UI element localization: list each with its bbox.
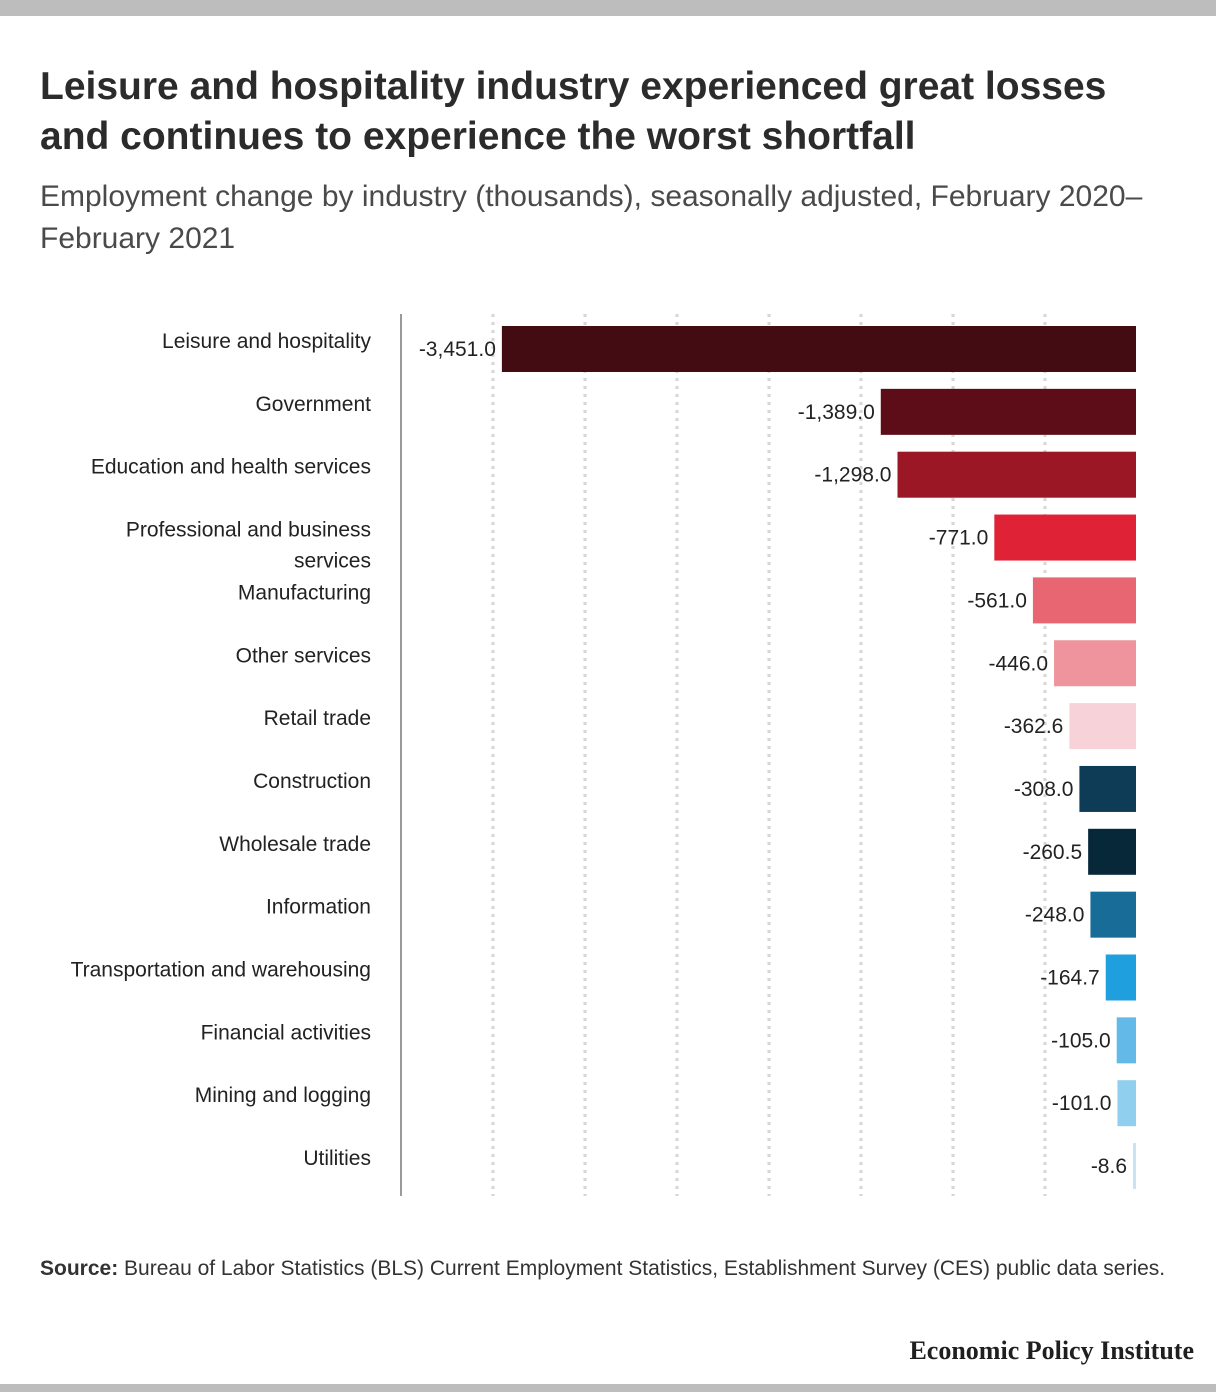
bar <box>1116 1017 1136 1064</box>
bar-chart: -3,451.0 Leisure and hospitality -1,389.0 G… <box>71 314 1136 1196</box>
data-label: -248.0 <box>1025 904 1085 927</box>
bar <box>1032 577 1136 624</box>
category-label: Government <box>255 393 371 416</box>
category-label: Retail trade <box>264 707 371 730</box>
category-label: Professional and business <box>126 519 371 542</box>
chart-title: Leisure and hospitality industry experie… <box>40 65 1107 158</box>
data-label: -101.0 <box>1052 1092 1112 1115</box>
category-label: Mining and logging <box>195 1084 371 1107</box>
source-label: Source: <box>40 1257 119 1280</box>
category-label: Leisure and hospitality <box>162 330 371 353</box>
bar <box>1069 703 1136 750</box>
bar <box>1117 1080 1136 1127</box>
source-text: Bureau of Labor Statistics (BLS) Current… <box>124 1257 1166 1280</box>
data-label: -1,389.0 <box>798 401 875 424</box>
data-label: -362.6 <box>1004 715 1064 738</box>
bar <box>1054 640 1136 687</box>
data-label: -446.0 <box>989 652 1049 675</box>
bar <box>994 514 1136 561</box>
category-label: Education and health services <box>91 456 371 479</box>
category-label: Financial activities <box>201 1021 371 1044</box>
bar <box>880 388 1136 435</box>
bar <box>1090 891 1136 938</box>
category-label: services <box>294 550 371 573</box>
data-label: -164.7 <box>1040 967 1100 990</box>
category-label: Utilities <box>303 1147 371 1170</box>
brand-logo: Economic Policy Institute <box>909 1336 1194 1365</box>
category-label: Manufacturing <box>238 581 371 604</box>
category-label: Construction <box>253 770 371 793</box>
bottom-rule <box>0 1384 1216 1392</box>
data-label: -308.0 <box>1014 778 1074 801</box>
data-label: -8.6 <box>1091 1155 1127 1178</box>
bar <box>1088 828 1136 875</box>
data-label: -561.0 <box>967 589 1027 612</box>
category-label: Other services <box>236 644 371 667</box>
bar <box>897 451 1136 498</box>
chart-subtitle: Employment change by industry (thousands… <box>40 180 1143 255</box>
data-label: -3,451.0 <box>419 338 496 361</box>
bar <box>1105 954 1136 1001</box>
data-label: -260.5 <box>1023 841 1083 864</box>
data-label: -105.0 <box>1051 1029 1111 1052</box>
category-label: Information <box>266 896 371 919</box>
bar <box>501 326 1136 372</box>
bar <box>1133 1143 1136 1190</box>
category-label: Wholesale trade <box>219 833 371 856</box>
source-note: Source: Bureau of Labor Statistics (BLS)… <box>40 1252 1180 1285</box>
category-label: Transportation and warehousing <box>71 959 371 982</box>
top-rule <box>0 0 1216 16</box>
bar <box>1079 765 1136 812</box>
data-label: -771.0 <box>929 527 989 550</box>
data-label: -1,298.0 <box>814 464 891 487</box>
